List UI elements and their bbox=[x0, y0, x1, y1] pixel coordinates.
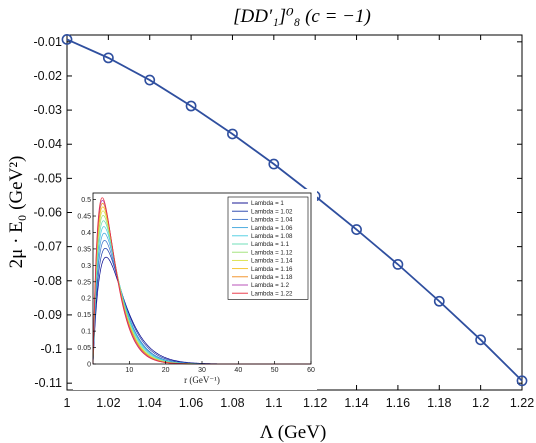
inset-y-tick-label: 0.3 bbox=[81, 263, 91, 270]
chart-title: [DD′₁]⁰₈ (c = −1) bbox=[233, 6, 371, 27]
y-tick-label: -0.06 bbox=[34, 206, 63, 220]
x-tick-label: 1 bbox=[64, 396, 71, 410]
y-tick-label: -0.02 bbox=[34, 69, 63, 83]
data-point bbox=[144, 74, 156, 86]
inset-x-tick-label: 20 bbox=[162, 367, 170, 374]
inset-x-tick-label: 30 bbox=[198, 367, 206, 374]
inset-y-tick-label: 0.25 bbox=[77, 279, 91, 286]
x-tick-label: 1.14 bbox=[344, 396, 368, 410]
legend-entry: Lambda = 1.02 bbox=[251, 208, 293, 215]
legend-entry: Lambda = 1 bbox=[251, 200, 284, 207]
inset-plot: 10 20 30 40 50 60 0 0.05 0.1 0.15 0.2 0.25 0.3 0.35 0.… bbox=[73, 189, 317, 390]
data-point bbox=[268, 158, 280, 170]
y-tick-label: -0.01 bbox=[34, 35, 63, 49]
y-tick-label: -0.05 bbox=[34, 171, 63, 185]
x-tick-label: 1.04 bbox=[138, 396, 162, 410]
legend-entry: Lambda = 1.14 bbox=[251, 258, 293, 265]
legend-entry: Lambda = 1.18 bbox=[251, 274, 293, 281]
x-axis-label: Λ (GeV) bbox=[260, 422, 327, 443]
inset-x-tick-label: 10 bbox=[125, 367, 133, 374]
inset-y-tick-label: 0.45 bbox=[77, 214, 91, 221]
inset-y-tick-label: 0.05 bbox=[77, 345, 91, 352]
legend-entry: Lambda = 1.08 bbox=[251, 233, 293, 240]
x-tick-label: 1.18 bbox=[427, 396, 451, 410]
x-tick-label: 1.12 bbox=[303, 396, 327, 410]
x-tick-label: 1.1 bbox=[265, 396, 282, 410]
y-tick-label: -0.03 bbox=[34, 103, 63, 117]
x-tick-label: 1.16 bbox=[386, 396, 410, 410]
legend-entry: Lambda = 1.12 bbox=[251, 249, 293, 256]
y-axis-label: 2μ · E₀ (GeV²) bbox=[6, 156, 27, 269]
inset-y-tick-label: 0 bbox=[87, 362, 91, 369]
legend-entry: Lambda = 1.2 bbox=[251, 282, 290, 289]
inset-y-tick-label: 0.35 bbox=[77, 246, 91, 253]
y-tick-label: -0.1 bbox=[40, 342, 62, 356]
y-tick-label: -0.11 bbox=[34, 376, 62, 390]
inset-legend bbox=[227, 196, 309, 300]
inset-x-tick-label: 40 bbox=[234, 367, 242, 374]
inset-y-tick-label: 0.15 bbox=[77, 312, 91, 319]
x-tick-label: 1.22 bbox=[510, 396, 534, 410]
inset-y-tick-label: 0.5 bbox=[81, 197, 91, 204]
inset-y-tick-label: 0.1 bbox=[81, 329, 91, 336]
data-point bbox=[61, 34, 73, 45]
legend-entry: Lambda = 1.16 bbox=[251, 266, 293, 273]
x-tick-label: 1.06 bbox=[179, 396, 203, 410]
inset-y-tick-label: 0.2 bbox=[81, 296, 91, 303]
legend-entry: Lambda = 1.04 bbox=[251, 217, 293, 224]
x-tick-label: 1.02 bbox=[96, 396, 120, 410]
data-point bbox=[102, 52, 114, 64]
inset-x-tick-label: 60 bbox=[307, 367, 315, 374]
y-tick-label: -0.07 bbox=[34, 240, 63, 254]
x-tick-label: 1.2 bbox=[472, 396, 489, 410]
legend-entry: Lambda = 1.22 bbox=[251, 290, 293, 297]
main-plot-area: 1 1.02 1.04 1.06 1.08 1.1 1.12 1.14 1.16 1.18 1.2 1… bbox=[34, 34, 534, 410]
y-tick-label: -0.04 bbox=[34, 137, 63, 151]
data-point bbox=[227, 128, 238, 140]
legend-entry: Lambda = 1.06 bbox=[251, 225, 293, 232]
y-tick-label: -0.08 bbox=[34, 274, 63, 288]
y-tick-label: -0.09 bbox=[34, 308, 63, 322]
data-point bbox=[433, 295, 445, 307]
data-point bbox=[185, 100, 197, 112]
inset-x-tick-label: 50 bbox=[271, 367, 279, 374]
data-point bbox=[351, 224, 362, 235]
data-point bbox=[392, 258, 404, 270]
inset-x-axis-label: r (GeV⁻¹) bbox=[184, 375, 220, 385]
data-point bbox=[516, 375, 528, 387]
data-point bbox=[475, 334, 487, 346]
inset-y-tick-label: 0.4 bbox=[81, 230, 91, 237]
x-tick-label: 1.08 bbox=[220, 396, 244, 410]
legend-entry: Lambda = 1.1 bbox=[251, 241, 290, 248]
series-line bbox=[66, 38, 523, 382]
